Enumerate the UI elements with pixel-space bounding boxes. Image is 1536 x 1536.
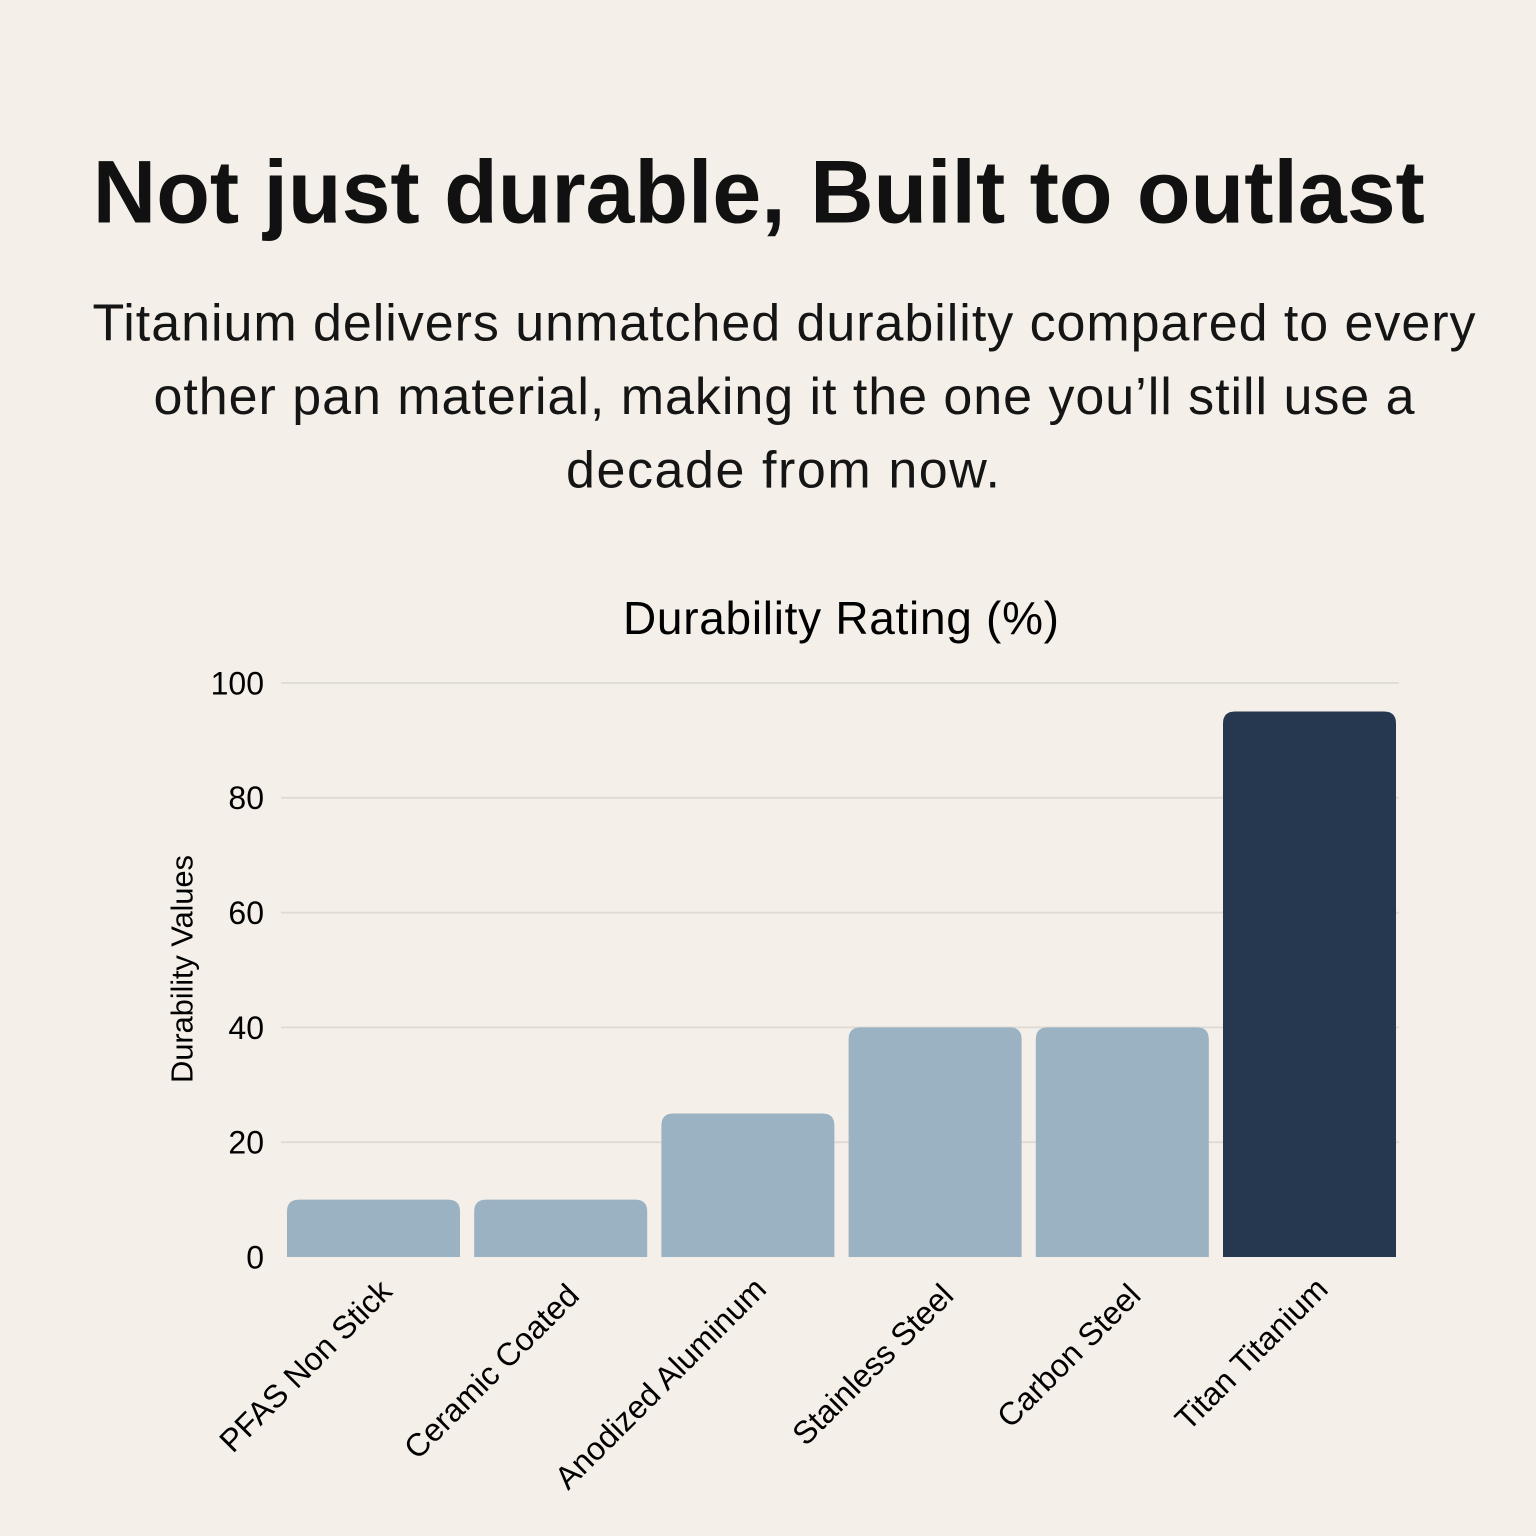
svg-text:80: 80 [228,780,264,816]
svg-text:20: 20 [228,1125,264,1161]
svg-text:Titanium delivers unmatched du: Titanium delivers unmatched durability c… [93,295,1476,353]
svg-text:60: 60 [228,895,264,931]
svg-text:other pan material, making it: other pan material, making it the one yo… [154,368,1415,426]
svg-text:Durability Rating (%): Durability Rating (%) [623,592,1059,644]
svg-text:40: 40 [228,1010,264,1046]
svg-text:0: 0 [246,1239,264,1275]
svg-text:Not just durable, Built to out: Not just durable, Built to outlast [93,142,1425,242]
svg-text:100: 100 [211,665,264,701]
svg-text:Durability Values: Durability Values [165,855,200,1083]
svg-text:decade from now.: decade from now. [566,442,1000,500]
